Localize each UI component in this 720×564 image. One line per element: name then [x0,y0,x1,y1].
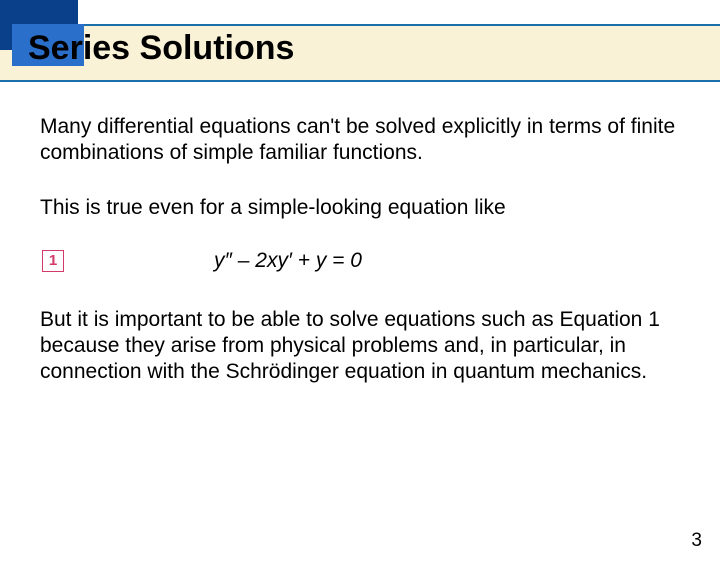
page-title: Series Solutions [28,29,294,68]
paragraph-1: Many differential equations can't be sol… [40,114,680,167]
content-area: Many differential equations can't be sol… [0,82,720,386]
page-number: 3 [691,530,702,552]
equation-text: y″ – 2xy′ + y = 0 [214,249,362,273]
title-band: Series Solutions [0,24,720,82]
equation-row: 1 y″ – 2xy′ + y = 0 [40,249,680,273]
paragraph-2: This is true even for a simple-looking e… [40,195,680,221]
paragraph-3: But it is important to be able to solve … [40,307,680,386]
equation-badge: 1 [42,250,64,272]
